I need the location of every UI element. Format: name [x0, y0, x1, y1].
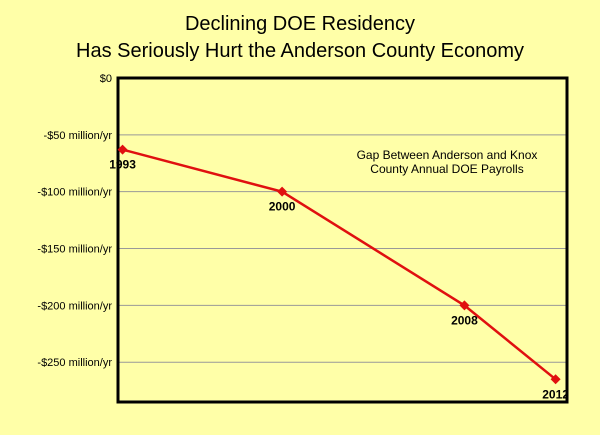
data-point-marker [550, 374, 561, 385]
data-point-label: 2000 [269, 200, 296, 214]
y-tick-label: -$50 million/yr [44, 130, 113, 142]
y-tick-label: $0 [100, 73, 112, 85]
data-point-marker [117, 144, 128, 155]
data-point-label: 2012 [542, 387, 569, 401]
annotation-line-1: Gap Between Anderson and Knox [357, 148, 538, 162]
y-tick-label: -$100 million/yr [37, 187, 112, 199]
series-line [122, 148, 557, 381]
chart-title-line-1: Declining DOE Residency [185, 13, 415, 35]
gridlines [118, 134, 567, 363]
chart-title-line-2: Has Seriously Hurt the Anderson County E… [76, 40, 524, 62]
data-point-label: 1993 [109, 158, 136, 172]
data-point-marker [277, 186, 288, 197]
y-tick-label: -$150 million/yr [37, 244, 112, 256]
data-point-marker [459, 300, 470, 311]
plot-area-frame [116, 76, 569, 404]
y-axis-tick-labels: $0 -$50 million/yr -$100 million/yr -$150 m… [37, 73, 112, 369]
data-point-label: 2008 [451, 313, 478, 327]
y-tick-label: -$250 million/yr [37, 357, 112, 369]
series-group: 1993 2000 2008 2012 [109, 144, 569, 401]
annotation-line-2: County Annual DOE Payrolls [370, 162, 523, 176]
y-tick-label: -$200 million/yr [37, 300, 112, 312]
